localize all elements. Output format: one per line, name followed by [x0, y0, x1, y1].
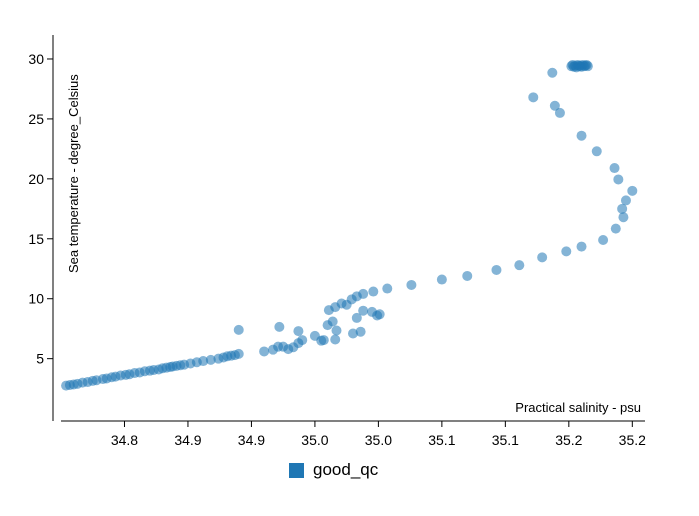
- data-point: [351, 312, 362, 323]
- data-point: [368, 286, 379, 297]
- ticks: 34.8 34.9 34.9 35.0 35.0 35.1 35.1 35.2 35.2 5 10 1…: [28, 51, 646, 448]
- data-point: [355, 326, 366, 337]
- y-axis-title: Sea temperature - degree_Celsius: [66, 74, 81, 273]
- legend-swatch: [289, 462, 304, 478]
- data-point: [198, 356, 209, 367]
- data-point: [274, 321, 285, 332]
- data-point: [330, 334, 341, 345]
- data-point: [554, 107, 565, 118]
- y-tick-label: 5: [36, 351, 44, 367]
- data-point: [297, 335, 308, 346]
- data-point: [205, 354, 216, 365]
- data-point: [327, 316, 338, 327]
- data-point: [582, 61, 593, 72]
- data-point: [233, 348, 244, 359]
- x-tick-label: 35.2: [619, 432, 646, 448]
- data-points: [61, 59, 638, 391]
- y-tick-label: 20: [28, 171, 44, 187]
- data-point: [613, 174, 624, 185]
- axes: [52, 35, 645, 422]
- x-tick-label: 34.9: [174, 432, 201, 448]
- x-tick-label: 35.1: [492, 432, 519, 448]
- x-tick-label: 35.0: [301, 432, 328, 448]
- data-point: [358, 305, 369, 316]
- data-point: [610, 223, 621, 234]
- data-point: [598, 234, 609, 245]
- x-axis-title: Practical salinity - psu: [515, 400, 641, 415]
- data-point: [576, 130, 587, 141]
- data-point: [436, 274, 447, 285]
- y-tick-label: 30: [28, 51, 44, 67]
- y-tick-label: 15: [28, 231, 44, 247]
- data-point: [591, 146, 602, 157]
- data-point: [576, 241, 587, 252]
- data-point: [609, 163, 620, 174]
- y-tick-label: 25: [28, 111, 44, 127]
- data-point: [348, 328, 358, 339]
- data-point: [382, 283, 393, 294]
- data-point: [561, 246, 572, 257]
- data-point: [528, 92, 539, 103]
- x-tick-label: 35.0: [365, 432, 392, 448]
- data-point: [406, 279, 417, 290]
- data-point: [462, 270, 473, 281]
- data-point: [358, 288, 369, 299]
- x-tick-label: 34.8: [111, 432, 138, 448]
- y-tick-label: 10: [28, 291, 44, 307]
- x-tick-label: 35.2: [555, 432, 582, 448]
- x-tick-label: 35.1: [428, 432, 455, 448]
- data-point: [491, 264, 502, 275]
- legend: good_qc: [289, 460, 378, 480]
- data-point: [547, 67, 558, 78]
- x-tick-label: 34.9: [238, 432, 265, 448]
- data-point: [620, 195, 631, 206]
- data-point: [618, 212, 629, 223]
- data-point: [514, 260, 525, 271]
- data-point: [259, 346, 270, 357]
- data-point: [549, 100, 560, 111]
- legend-label: good_qc: [313, 460, 379, 479]
- data-point: [627, 185, 638, 196]
- data-point: [233, 324, 244, 335]
- data-point: [331, 325, 342, 336]
- data-point: [374, 309, 385, 320]
- data-point: [318, 335, 329, 346]
- data-point: [293, 326, 304, 337]
- data-point: [617, 203, 628, 214]
- data-point: [537, 252, 548, 263]
